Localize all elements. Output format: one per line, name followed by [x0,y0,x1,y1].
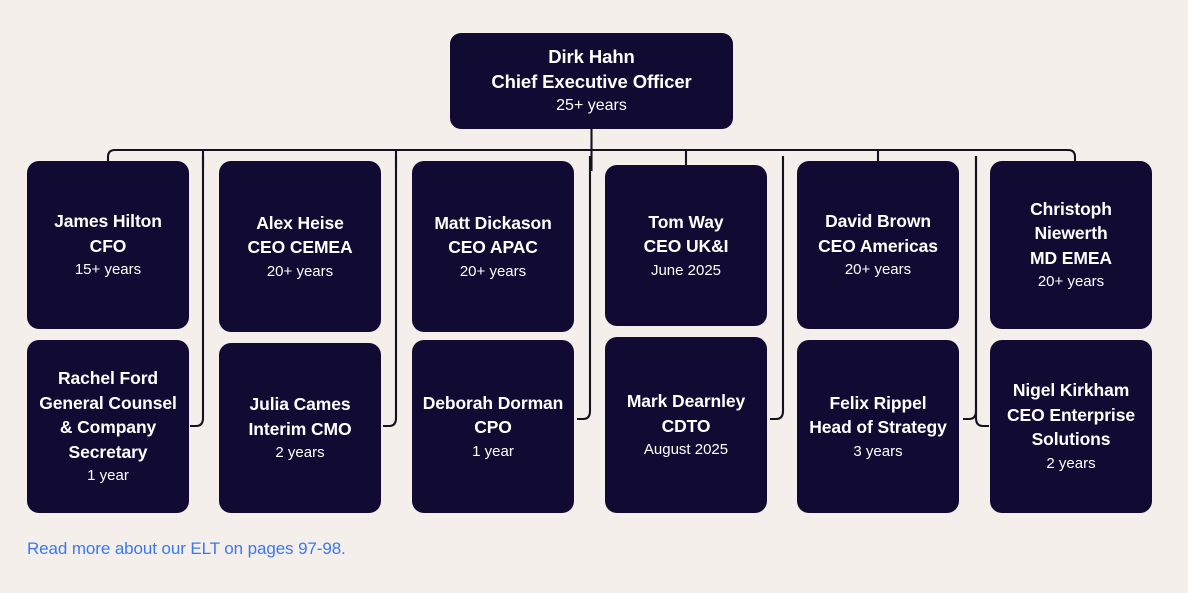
node-role: CFO [89,235,127,256]
read-more-link[interactable]: Read more about our ELT on pages 97-98. [27,539,346,558]
node-name: Felix Rippel [829,392,927,413]
node-tenure: 20+ years [1037,273,1105,291]
node-name: David Brown [825,211,931,231]
node-tenure: 2 years [275,444,325,461]
node-david-brown[interactable]: David Brown CEO Americas 20+ years [797,161,959,329]
node-ceo-role: Chief Executive Officer [491,71,692,92]
node-name: Nigel Kirkham [1012,380,1130,401]
connector-row2-col4 [770,156,785,421]
node-tenure: 20+ years [266,262,334,280]
node-tenure: August 2025 [643,441,729,458]
node-tenure: 20+ years [459,262,527,280]
node-james-hilton[interactable]: James Hilton CFO 15+ years [27,161,189,329]
node-tenure: 20+ years [844,261,912,278]
node-role: General Counsel & Company Secretary [39,392,177,462]
node-name: Mark Dearnley [626,391,746,411]
node-ceo-name: Dirk Hahn [548,46,635,67]
node-christoph-niewerth[interactable]: Christoph Niewerth MD EMEA 20+ years [990,161,1152,329]
connector-row2-col5 [963,156,978,421]
node-ceo-tenure: 25+ years [556,97,627,114]
node-ceo[interactable]: Dirk Hahn Chief Executive Officer 25+ ye… [450,33,733,129]
node-tom-way[interactable]: Tom Way CEO UK&I June 2025 [605,165,767,326]
connector-row2-col3 [577,156,592,421]
node-role: CPO [474,417,512,437]
node-julia-cames[interactable]: Julia Cames Interim CMO 2 years [219,343,381,513]
node-felix-rippel[interactable]: Felix Rippel Head of Strategy 3 years [797,340,959,513]
node-name: Julia Cames [249,394,351,414]
node-role: Head of Strategy [809,417,947,437]
node-matt-dickason[interactable]: Matt Dickason CEO APAC 20+ years [412,161,574,332]
node-mark-dearnley[interactable]: Mark Dearnley CDTO August 2025 [605,337,767,513]
node-role: CDTO [661,415,711,436]
node-tenure: 3 years [853,442,903,460]
node-deborah-dorman[interactable]: Deborah Dorman CPO 1 year [412,340,574,513]
node-role: CEO APAC [448,237,538,257]
node-role: CEO UK&I [643,236,729,256]
node-tenure: June 2025 [650,261,722,279]
node-role: CEO Americas [818,235,938,256]
node-rachel-ford[interactable]: Rachel Ford General Counsel & Company Se… [27,340,189,513]
connector-row2-col6 [974,156,989,428]
node-name: Rachel Ford [57,368,159,388]
connector-row2-col1 [190,156,205,428]
node-nigel-kirkham[interactable]: Nigel Kirkham CEO Enterprise Solutions 2… [990,340,1152,513]
node-name: Tom Way [648,211,724,232]
node-name: Matt Dickason [434,212,552,233]
node-role: Interim CMO [248,418,352,439]
node-role: CEO CEMEA [247,237,353,257]
node-role: CEO Enterprise Solutions [1007,404,1135,450]
node-name: Deborah Dorman [422,392,564,413]
node-tenure: 2 years [1046,454,1096,472]
node-alex-heise[interactable]: Alex Heise CEO CEMEA 20+ years [219,161,381,332]
node-tenure: 1 year [87,467,129,484]
connector-row2-col2 [383,156,398,428]
node-name: Christoph Niewerth [1030,198,1112,244]
node-name: Alex Heise [256,212,344,233]
node-name: James Hilton [54,211,162,231]
node-role: MD EMEA [1030,247,1112,268]
node-tenure: 15+ years [74,261,142,278]
node-tenure: 1 year [472,442,514,460]
